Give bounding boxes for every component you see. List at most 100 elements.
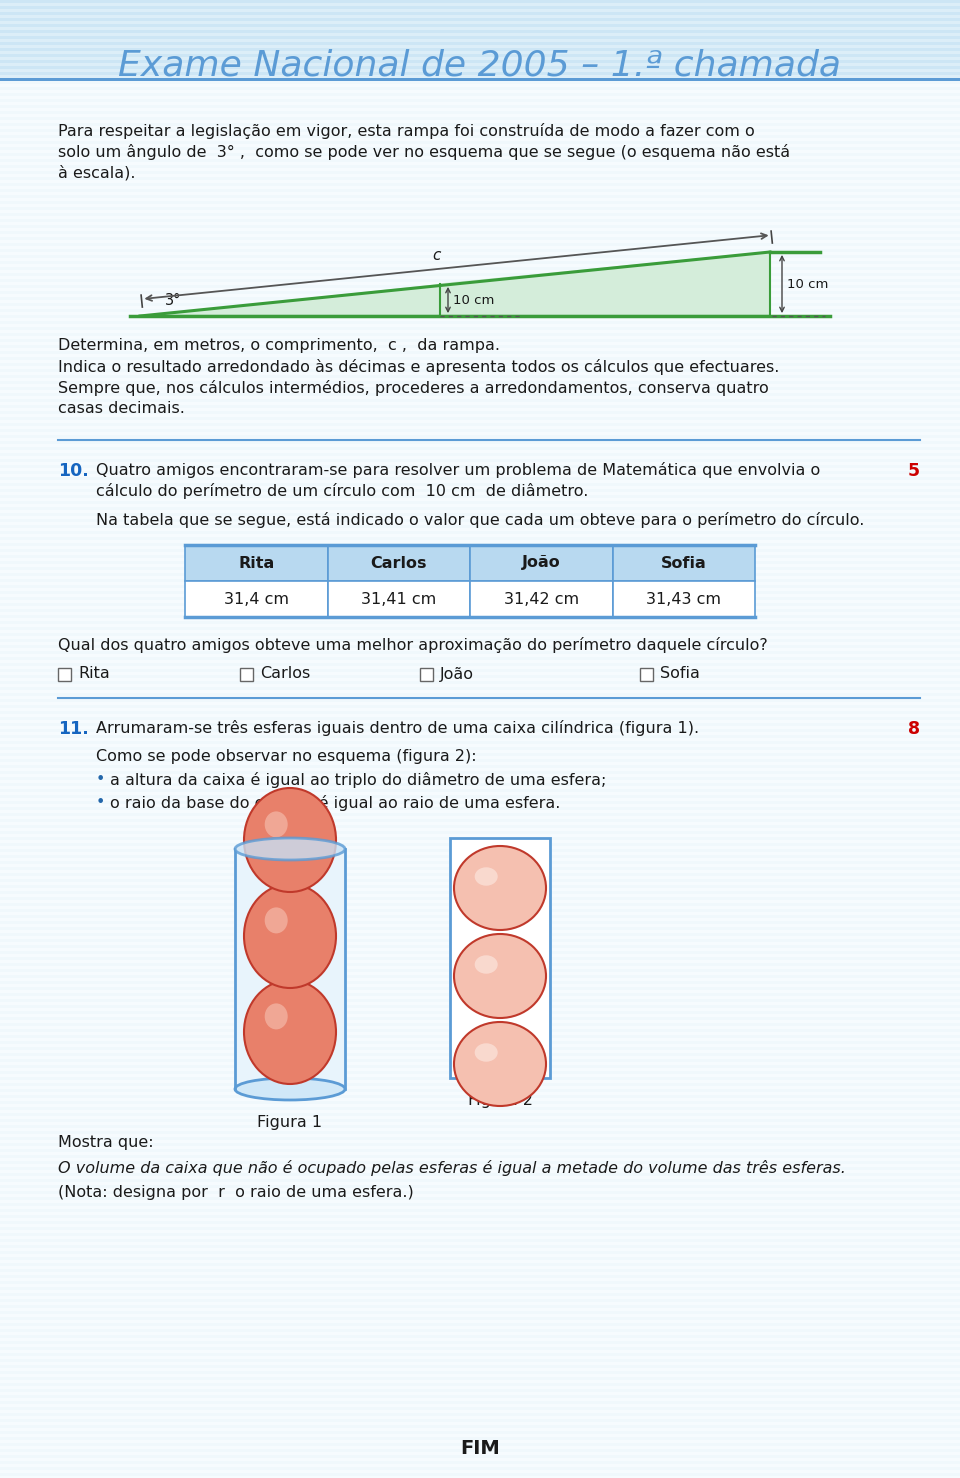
Bar [0, 353, 960, 356]
Bar [0, 435, 960, 437]
Bar [0, 1128, 960, 1131]
Bar [0, 1178, 960, 1181]
Bar [0, 338, 960, 341]
Bar [450, 838, 550, 1077]
Bar [0, 941, 960, 944]
Bar [0, 1175, 960, 1178]
Bar [0, 1064, 960, 1067]
Bar [0, 1119, 960, 1122]
Ellipse shape [244, 980, 336, 1083]
Bar [0, 1253, 960, 1256]
Bar [0, 1344, 960, 1346]
Bar [0, 368, 960, 371]
Ellipse shape [265, 1004, 288, 1029]
Bar [0, 1373, 960, 1376]
Bar [0, 1422, 960, 1425]
Bar [0, 263, 960, 266]
Bar [0, 755, 960, 758]
Bar [0, 201, 960, 204]
Bar [0, 1358, 960, 1361]
Bar [0, 968, 960, 971]
Bar [0, 1157, 960, 1160]
Bar [0, 315, 960, 318]
Bar [0, 566, 960, 569]
Bar [0, 300, 960, 303]
Bar [0, 996, 960, 999]
Text: João: João [522, 556, 561, 571]
Bar [0, 359, 960, 362]
Bar [0, 417, 960, 420]
Bar [0, 738, 960, 740]
Bar [0, 1151, 960, 1154]
Ellipse shape [454, 1021, 546, 1106]
Bar [0, 551, 960, 554]
Bar [0, 35, 960, 38]
Bar [0, 105, 960, 108]
Bar [0, 1233, 960, 1236]
Bar [0, 476, 960, 479]
Bar [0, 1341, 960, 1344]
Bar [0, 1227, 960, 1230]
Bar [0, 554, 960, 557]
Bar [0, 260, 960, 263]
Bar [0, 581, 960, 584]
Bar [0, 80, 960, 83]
Bar [0, 1166, 960, 1169]
Bar [0, 950, 960, 953]
Bar [0, 831, 960, 834]
Bar [0, 198, 960, 201]
Text: O volume da caixa que não é ocupado pelas esferas é igual a metade do volume das: O volume da caixa que não é ocupado pela… [58, 1160, 846, 1176]
Bar [0, 158, 960, 161]
Bar [0, 1416, 960, 1419]
Bar [0, 644, 960, 647]
Bar [0, 696, 960, 699]
Bar [0, 254, 960, 257]
Bar [0, 318, 960, 321]
Bar [0, 1280, 960, 1283]
Bar [0, 779, 960, 782]
Bar [0, 423, 960, 426]
Bar [0, 75, 960, 78]
Bar [0, 1292, 960, 1296]
Bar [0, 918, 960, 921]
Bar [0, 1242, 960, 1244]
Bar [0, 347, 960, 350]
Bar [0, 1187, 960, 1190]
Bar [0, 729, 960, 732]
Text: o raio da base do cilindro é igual ao raio de uma esfera.: o raio da base do cilindro é igual ao ra… [110, 795, 561, 811]
Bar [0, 380, 960, 383]
Bar [0, 1032, 960, 1035]
Text: Determina, em metros, o comprimento,  c ,  da rampa.: Determina, em metros, o comprimento, c ,… [58, 338, 500, 353]
Bar [0, 711, 960, 714]
Bar [0, 1382, 960, 1385]
Bar [0, 668, 960, 671]
Bar [0, 1367, 960, 1370]
Bar [0, 603, 960, 606]
Bar [0, 1274, 960, 1277]
Bar [0, 44, 960, 47]
Bar [0, 411, 960, 414]
Bar [0, 977, 960, 980]
Bar [0, 275, 960, 278]
Bar [0, 854, 960, 857]
Bar [0, 1088, 960, 1091]
Bar [0, 903, 960, 906]
Bar [0, 402, 960, 405]
Bar [0, 1200, 960, 1203]
Bar [0, 461, 960, 464]
Text: Carlos: Carlos [260, 667, 310, 681]
Bar [0, 1437, 960, 1440]
Bar [0, 1262, 960, 1265]
Bar [0, 1055, 960, 1058]
Bar [185, 545, 327, 581]
Bar [0, 87, 960, 90]
Text: Sofia: Sofia [660, 556, 707, 571]
Text: 31,42 cm: 31,42 cm [504, 591, 579, 606]
Bar [0, 309, 960, 312]
Bar [0, 9, 960, 12]
Bar [0, 539, 960, 542]
Bar [0, 161, 960, 164]
Bar [0, 30, 960, 33]
Text: Mostra que:: Mostra que: [58, 1135, 154, 1150]
Bar [0, 912, 960, 915]
